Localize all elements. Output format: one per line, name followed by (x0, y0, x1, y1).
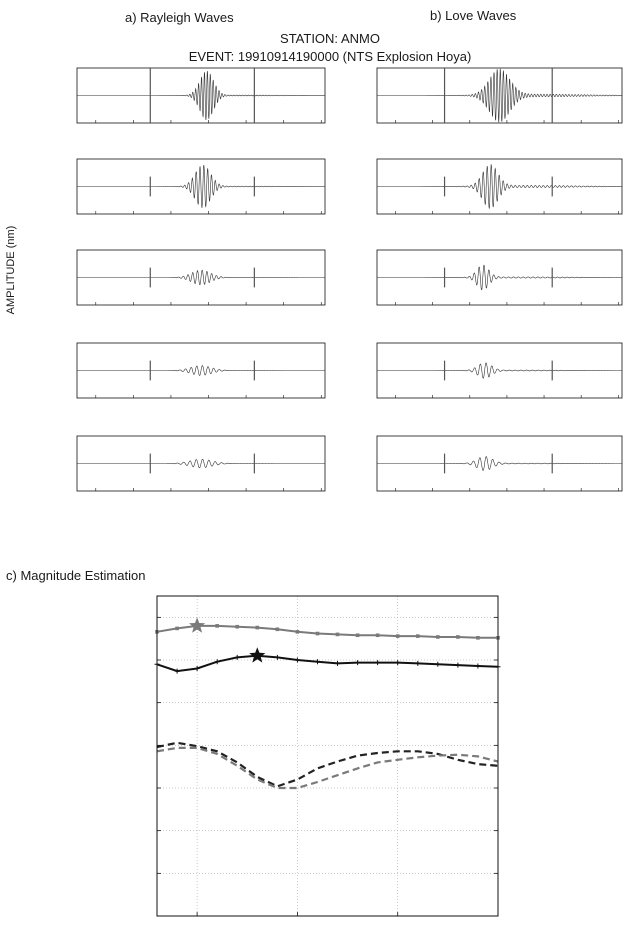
rayleigh-panel-2 (76, 158, 326, 215)
seismogram-trace (77, 269, 325, 286)
seismogram-trace (377, 68, 622, 123)
peak-star-marker (189, 617, 206, 633)
seismogram-trace (77, 165, 326, 208)
magnitude-title: c) Magnitude Estimation (6, 568, 145, 583)
rayleigh-point (295, 630, 300, 634)
rayleigh-panel-4 (76, 342, 326, 399)
seismogram-trace (377, 456, 622, 471)
seismogram-trace (377, 362, 622, 379)
rayleigh-point (335, 632, 340, 637)
love-point (174, 668, 180, 674)
amplitude-label: AMPLITUDE (nm) (5, 226, 17, 315)
rayleigh-panel-1 (76, 67, 326, 124)
love-point (234, 654, 240, 660)
seismogram-trace (377, 264, 622, 291)
love-point (475, 663, 481, 669)
rayleigh-point (215, 624, 219, 628)
series-line-rayleigh-results (156, 624, 498, 639)
magnitude-chart (154, 595, 501, 917)
series-line-noise-z (156, 746, 499, 790)
love-point (214, 659, 220, 665)
love-point (335, 660, 340, 666)
rayleigh-title: a) Rayleigh Waves (125, 10, 234, 25)
love-point (355, 660, 361, 666)
rayleigh-point (175, 626, 179, 631)
love-panel-5 (376, 435, 623, 492)
seismogram-trace (377, 163, 622, 210)
love-point (315, 659, 320, 665)
seismogram-trace (77, 365, 325, 376)
series-line-love-results (156, 654, 499, 673)
rayleigh-point (395, 634, 400, 638)
rayleigh-point (436, 635, 440, 639)
rayleigh-point (275, 627, 280, 632)
seismogram-trace (77, 458, 325, 469)
rayleigh-point (315, 631, 320, 636)
love-point (395, 660, 401, 666)
peak-star-marker (249, 647, 266, 663)
rayleigh-point (255, 625, 260, 630)
rayleigh-panel-5 (76, 435, 326, 492)
rayleigh-point (415, 634, 420, 638)
rayleigh-point (456, 635, 460, 639)
seismogram-panels (76, 67, 623, 492)
rayleigh-point (355, 633, 360, 638)
love-panel-4 (376, 342, 623, 399)
seismogram-trace (77, 70, 325, 121)
event-label: EVENT: 19910914190000 (NTS Explosion Hoy… (189, 49, 472, 64)
rayleigh-point (476, 636, 480, 640)
plot-area (157, 596, 498, 916)
love-point (294, 657, 300, 663)
love-point (435, 661, 441, 667)
plot-frame (156, 595, 499, 917)
love-title: b) Love Waves (430, 8, 517, 23)
love-point (455, 662, 461, 668)
rayleigh-point (375, 633, 380, 638)
rayleigh-panel-3 (76, 249, 326, 306)
love-point (274, 654, 280, 660)
love-point (194, 666, 200, 671)
love-point (415, 660, 421, 666)
love-panel-2 (376, 158, 623, 215)
rayleigh-point (235, 624, 240, 629)
station-label: STATION: ANMO (280, 31, 380, 46)
love-panel-1 (376, 67, 623, 124)
love-panel-3 (376, 249, 623, 306)
love-point (375, 660, 381, 666)
